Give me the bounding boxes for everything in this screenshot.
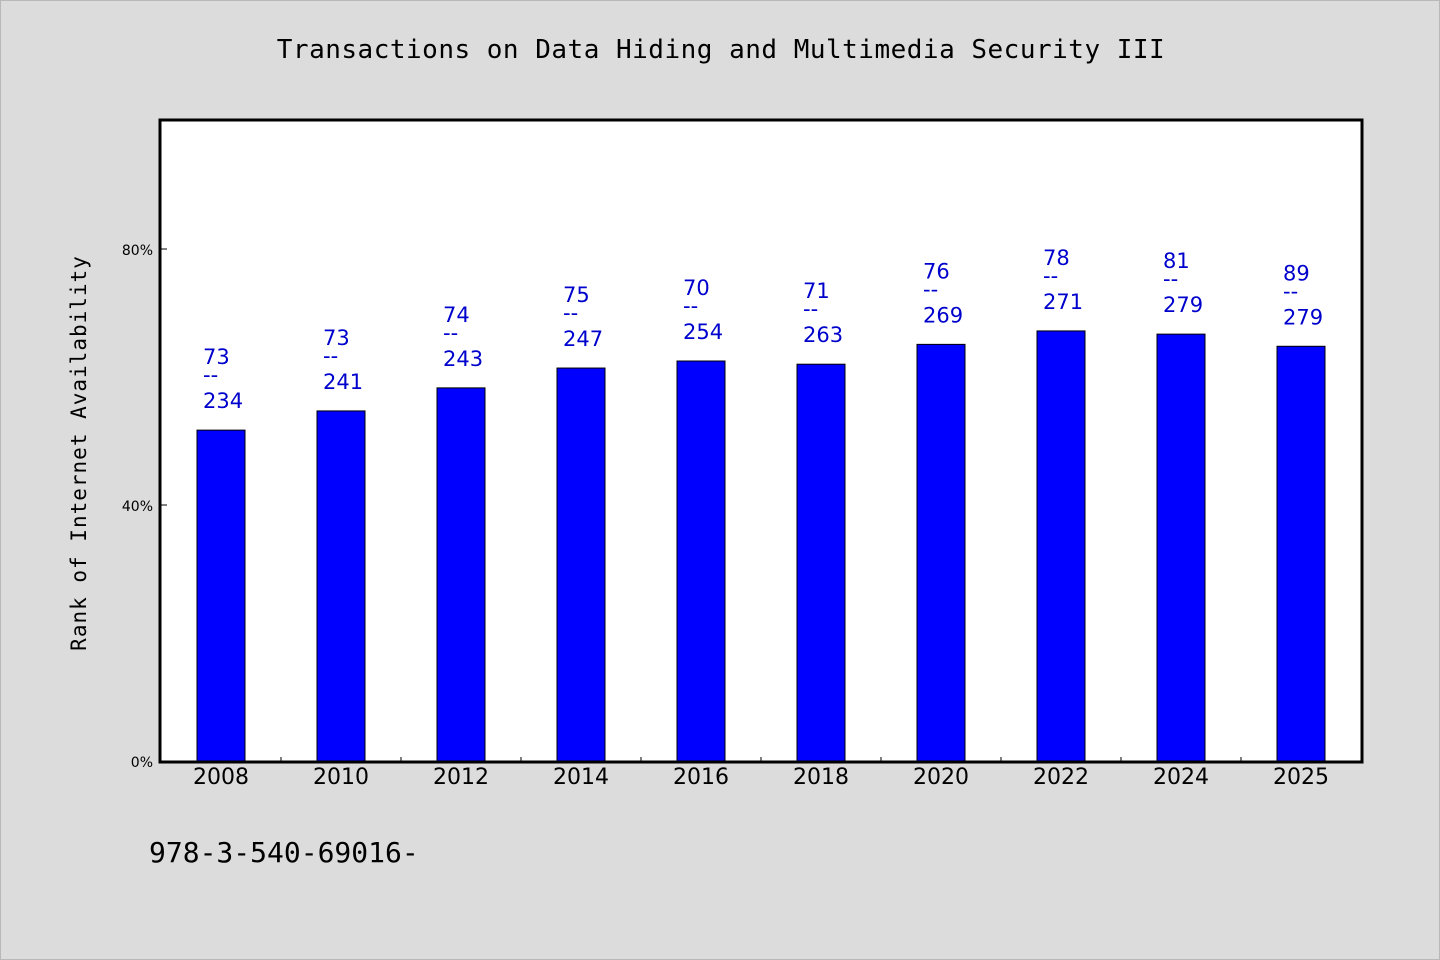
isbn-footnote: 978-3-540-69016-: [149, 836, 419, 869]
bar-annotation: 78: [1043, 246, 1070, 270]
x-tick-label: 2012: [433, 765, 489, 790]
bar-annotation: --: [923, 277, 938, 301]
bar-annotation: 263: [803, 323, 843, 347]
chart-title: Transactions on Data Hiding and Multimed…: [276, 35, 1166, 65]
y-axis-label: Rank of Internet Availability: [67, 255, 91, 651]
bar-annotation: 75: [563, 283, 590, 307]
bar-annotation: 76: [923, 259, 950, 283]
bar-annotation: --: [323, 344, 338, 368]
bar-annotation: 271: [1043, 290, 1083, 314]
bar-annotation: 73: [323, 326, 350, 350]
bar-2010: [316, 410, 366, 762]
bar-annotation: 71: [803, 279, 830, 303]
bar-annotation: 247: [563, 327, 603, 351]
y-tick-label: 40%: [122, 499, 153, 515]
bar-annotation: 279: [1283, 305, 1323, 329]
bar-annotation: 243: [443, 347, 483, 371]
bar-annotation: --: [563, 301, 578, 325]
x-tick-label: 2025: [1273, 765, 1329, 790]
x-tick-label: 2008: [193, 765, 249, 790]
bar-annotation: 74: [443, 303, 470, 327]
bar-annotation: 254: [683, 320, 723, 344]
bar-annotation: 241: [323, 370, 363, 394]
bar-annotation: 73: [203, 345, 230, 369]
bar-2022: [1036, 330, 1086, 762]
x-tick-label: 2014: [553, 765, 609, 790]
bar-2016: [676, 360, 726, 762]
bar-2014: [556, 367, 606, 762]
bar-annotation: --: [1043, 264, 1058, 288]
bar-annotation: --: [203, 363, 218, 387]
y-tick-label: 80%: [122, 243, 153, 259]
bar-2018: [796, 363, 846, 762]
x-tick-label: 2022: [1033, 765, 1089, 790]
bar-annotation: --: [683, 294, 698, 318]
x-tick-label: 2024: [1153, 765, 1209, 790]
bar-annotation: --: [1283, 279, 1298, 303]
bar-annotation: --: [803, 297, 818, 321]
bar-annotation: 81: [1163, 249, 1190, 273]
bar-annotation: --: [1163, 267, 1178, 291]
y-tick-label: 0%: [131, 755, 153, 771]
bar-2008: [196, 429, 246, 762]
x-tick-label: 2010: [313, 765, 369, 790]
x-tick-label: 2018: [793, 765, 849, 790]
x-tick-label: 2020: [913, 765, 969, 790]
bar-annotation: 70: [683, 276, 710, 300]
bar-2024: [1156, 333, 1206, 762]
bar-annotation: 234: [203, 389, 243, 413]
bar-2020: [916, 343, 966, 762]
bar-annotation: --: [443, 321, 458, 345]
bar-annotation: 269: [923, 303, 963, 327]
bar-2012: [436, 387, 486, 762]
bar-annotation: 279: [1163, 293, 1203, 317]
bar-2025: [1276, 345, 1326, 762]
bar-annotation: 89: [1283, 261, 1310, 285]
x-tick-label: 2016: [673, 765, 729, 790]
